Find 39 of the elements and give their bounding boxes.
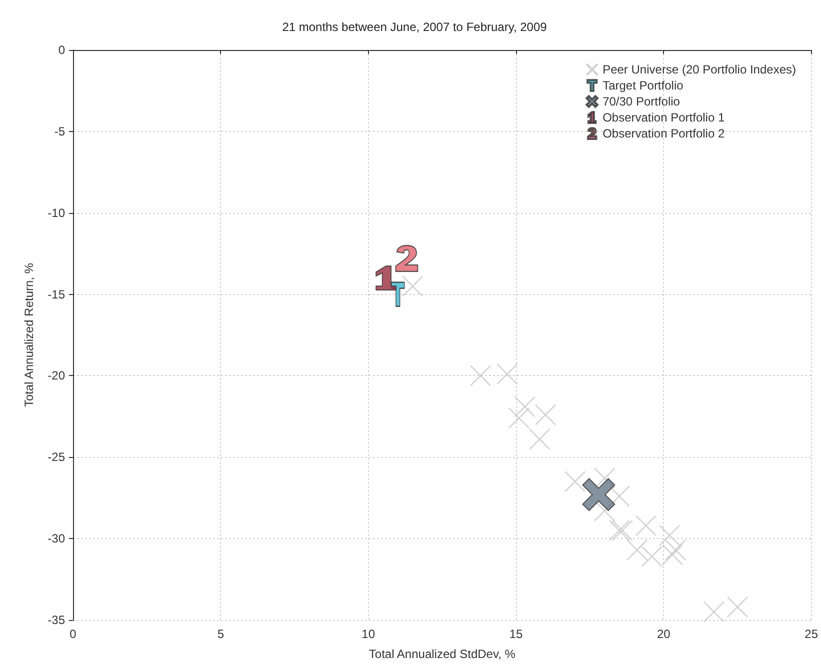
point xyxy=(703,601,724,622)
chart-title: 21 months between June, 2007 to February, 2009 xyxy=(282,20,548,34)
y-tick-label: -25 xyxy=(48,450,66,464)
legend-label: 70/30 Portfolio xyxy=(602,94,680,108)
y-tick-label: -20 xyxy=(48,368,66,383)
y-tick-label: -30 xyxy=(48,532,66,546)
point xyxy=(582,478,616,512)
point xyxy=(402,276,424,297)
y-tick-label: -15 xyxy=(48,287,66,302)
legend-label: Observation Portfolio 1 xyxy=(602,110,725,124)
point xyxy=(514,396,536,418)
y-tick-label: 0 xyxy=(58,43,66,57)
point xyxy=(376,266,397,290)
x-tick-label: 10 xyxy=(362,627,376,641)
x-tick-label: 25 xyxy=(804,627,818,641)
point xyxy=(395,244,418,272)
x-tick-label: 0 xyxy=(70,627,77,641)
y-axis-title: Total Annualized Return, % xyxy=(22,262,36,408)
point xyxy=(626,539,648,561)
y-tick-label: -35 xyxy=(48,613,66,627)
legend-label: Observation Portfolio 2 xyxy=(602,126,725,140)
point xyxy=(496,363,518,385)
x-axis-title: Total Annualized StdDev, % xyxy=(368,647,516,661)
legend-label: Peer Universe (20 Portfolio Indexes) xyxy=(602,62,796,76)
x-tick-label: 5 xyxy=(217,627,224,641)
point xyxy=(508,407,530,429)
point xyxy=(641,546,662,568)
point xyxy=(726,596,748,618)
y-tick-label: -5 xyxy=(54,124,66,138)
point xyxy=(564,470,586,492)
x-tick-label: 20 xyxy=(656,627,671,641)
point xyxy=(529,428,550,450)
point xyxy=(635,514,657,536)
point xyxy=(664,539,686,561)
point xyxy=(470,365,492,386)
point xyxy=(534,404,556,426)
x-tick-label: 15 xyxy=(509,627,523,641)
legend-label: Target Portfolio xyxy=(602,78,684,92)
y-tick-label: -10 xyxy=(48,206,66,220)
